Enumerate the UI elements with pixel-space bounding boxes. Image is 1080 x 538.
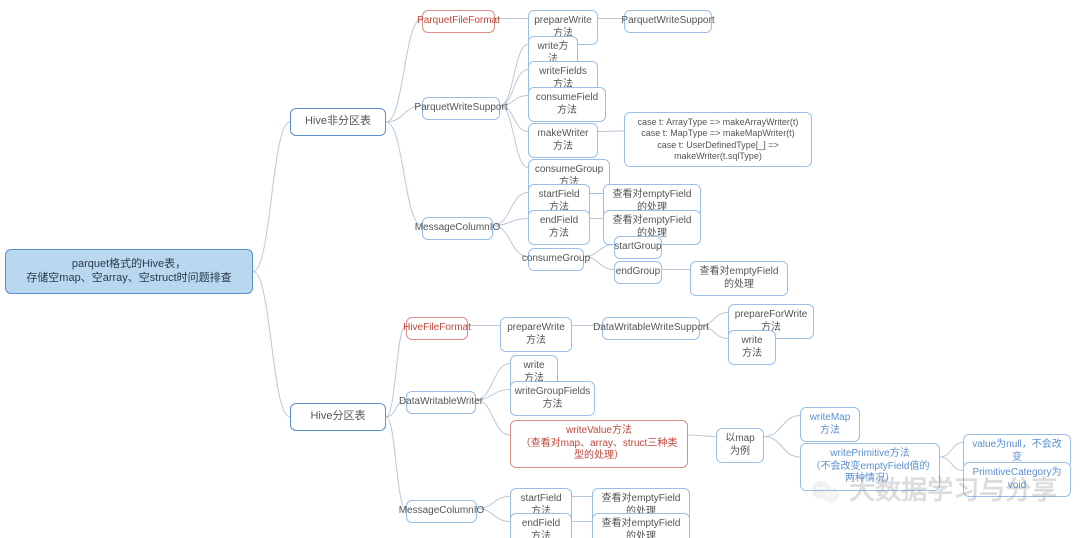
node-dww_ex: 以map为例	[716, 428, 764, 463]
node-pff: ParquetFileFormat	[422, 10, 495, 33]
node-dww_v1: PrimitiveCategory为void	[963, 462, 1071, 497]
edge-b1-mci	[386, 122, 422, 226]
node-mci_sg: startGroup	[614, 236, 662, 259]
node-mci_ef: endField方法	[528, 210, 590, 245]
node-pws_mw: makeWriter方法	[528, 123, 598, 158]
node-hff_w: write方法	[728, 330, 776, 365]
edge-b2-mci2	[386, 417, 406, 509]
edge-dww_ex-dww_wm	[764, 416, 800, 437]
node-mci_cg: consumeGroup	[528, 248, 584, 271]
node-dww_wp: writePrimitive方法 （不会改变emptyField值的两种情况）	[800, 443, 940, 491]
edge-pws-pws_wf	[500, 70, 528, 106]
node-dww_wm: writeMap方法	[800, 407, 860, 442]
node-pws: ParquetWriteSupport	[422, 97, 500, 120]
edge-dww_wp-dww_v0	[940, 443, 963, 458]
node-pws_mw_c: case t: ArrayType => makeArrayWriter(t) …	[624, 112, 812, 167]
node-hff_pw: prepareWrite方法	[500, 317, 572, 352]
node-dww_wg: writeGroupFields方法	[510, 381, 595, 416]
node-mci2: MessageColumnIO	[406, 500, 477, 523]
edge-mci-mci_sf	[493, 193, 528, 226]
node-hff_ws: DataWritableWriteSupport	[602, 317, 700, 340]
node-dww: DataWritableWriter	[406, 391, 476, 414]
node-mci2_ef: endField方法	[510, 513, 572, 538]
edge-pws-pws_cg	[500, 106, 528, 168]
edge-dww_ex-dww_wp	[764, 437, 800, 458]
node-b2: Hive分区表	[290, 403, 386, 431]
node-b1: Hive非分区表	[290, 108, 386, 136]
node-mci_eg: endGroup	[614, 261, 662, 284]
edge-pws-pws_w	[500, 45, 528, 106]
edge-pws_mw-pws_mw_c	[598, 131, 624, 132]
node-mci2_efe: 查看对emptyField的处理	[592, 513, 690, 538]
node-hff: HiveFileFormat	[406, 317, 468, 340]
edge-dww_wv-dww_ex	[688, 435, 716, 437]
node-pws_cf: consumeField方法	[528, 87, 606, 122]
edge-dww_wp-dww_v1	[940, 457, 963, 471]
node-pff_ws: ParquetWriteSupport	[624, 10, 712, 33]
node-dww_wv: writeValue方法 （查看对map、array、struct三种类型的处理…	[510, 420, 688, 468]
edge-root-b1	[253, 122, 290, 272]
edge-dww-dww_w	[476, 364, 510, 400]
edge-root-b2	[253, 272, 290, 418]
node-root: parquet格式的Hive表， 存储空map、空array、空struct时问…	[5, 249, 253, 294]
node-mci_eg_e: 查看对emptyField的处理	[690, 261, 788, 296]
node-mci: MessageColumnIO	[422, 217, 493, 240]
